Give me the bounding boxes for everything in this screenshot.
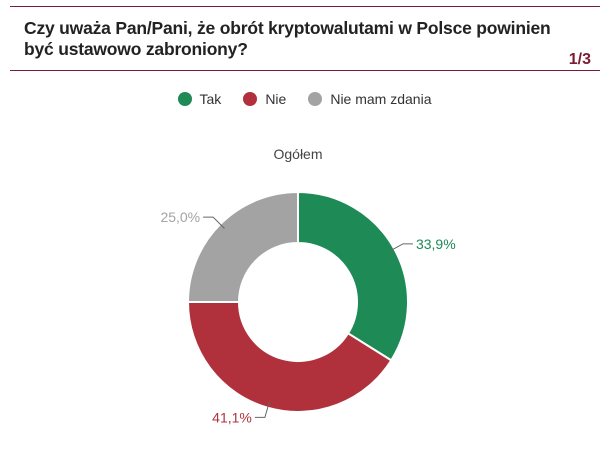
legend-label-nie-mam-zdania: Nie mam zdania	[330, 91, 432, 107]
leader-line-nie-mam-zdania	[203, 216, 225, 229]
chart-subtitle: Ogółem	[273, 146, 323, 162]
slice-tak[interactable]	[297, 190, 409, 362]
data-label-nie: 41,1%	[212, 409, 252, 425]
legend-swatch-nie-mam-zdania	[308, 92, 323, 106]
page-indicator[interactable]: 1/3	[568, 51, 591, 68]
legend-item-tak[interactable]: Tak	[177, 91, 222, 107]
leader-line-tak	[388, 243, 413, 253]
title-rule	[10, 70, 600, 71]
legend-item-nie-mam-zdania[interactable]: Nie mam zdania	[308, 91, 431, 107]
legend-label-tak: Tak	[199, 91, 222, 107]
leader-line-nie	[254, 401, 270, 418]
legend-swatch-nie	[243, 92, 258, 106]
top-rule	[10, 6, 600, 7]
page-title: Czy uważa Pan/Pani, że obrót kryptowalut…	[24, 18, 551, 59]
data-label-tak: 33,9%	[416, 236, 456, 252]
legend-item-nie[interactable]: Nie	[243, 91, 286, 107]
data-label-nie-mam-zdania: 25,0%	[160, 209, 200, 225]
slice-nie-mam-zdania[interactable]	[186, 190, 299, 303]
legend-label-nie: Nie	[265, 91, 287, 107]
chart-legend: Tak Nie Nie mam zdania	[0, 91, 609, 107]
legend-swatch-tak	[177, 92, 192, 106]
slice-nie[interactable]	[186, 301, 393, 413]
